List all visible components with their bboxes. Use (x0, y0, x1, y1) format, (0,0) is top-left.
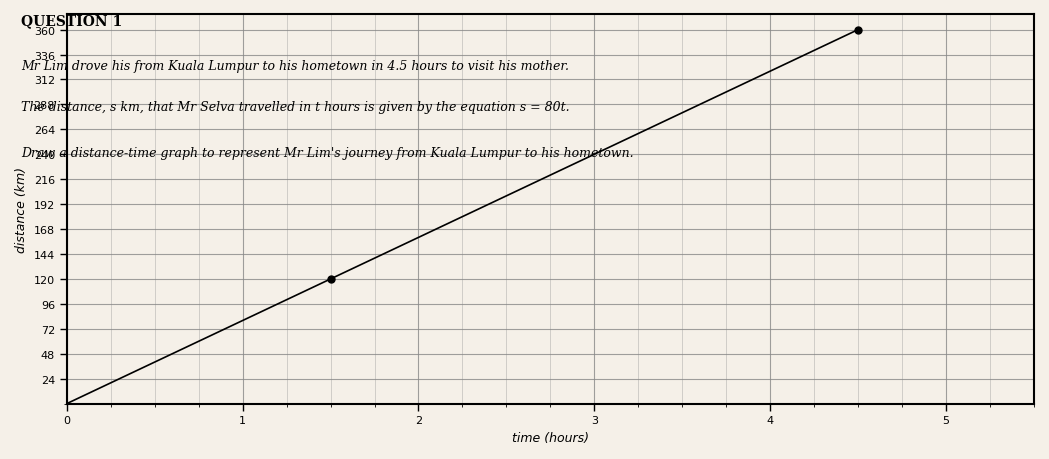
Text: The distance, s km, that Mr Selva travelled in t hours is given by the equation : The distance, s km, that Mr Selva travel… (21, 101, 570, 114)
Y-axis label: distance (km): distance (km) (15, 167, 28, 252)
Text: Draw a distance-time graph to represent Mr Lim's journey from Kuala Lumpur to hi: Draw a distance-time graph to represent … (21, 147, 634, 160)
X-axis label: time (hours): time (hours) (512, 431, 588, 444)
Text: QUESTION 1: QUESTION 1 (21, 14, 123, 28)
Text: Mr Lim drove his from Kuala Lumpur to his hometown in 4.5 hours to visit his mot: Mr Lim drove his from Kuala Lumpur to hi… (21, 60, 569, 73)
